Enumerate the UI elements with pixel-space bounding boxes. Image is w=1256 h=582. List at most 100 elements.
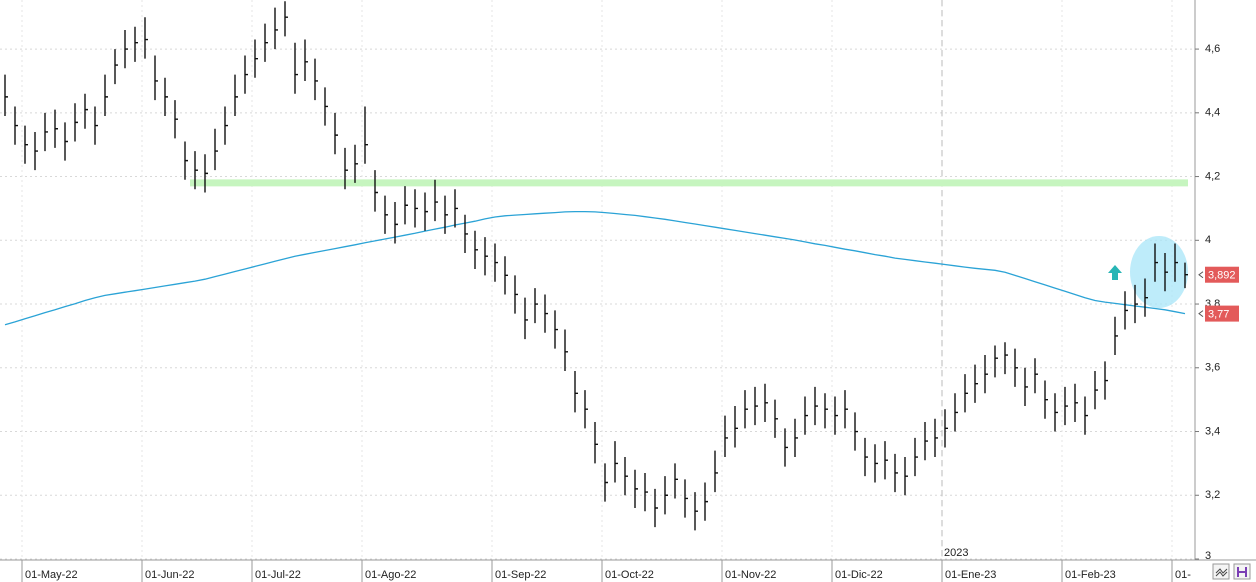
price-bar	[284, 1, 288, 37]
x-tick-label: 01-Oct-22	[605, 569, 654, 581]
x-tick-label: 01-May-22	[25, 569, 78, 581]
up-arrow	[1108, 265, 1122, 280]
price-bar	[694, 492, 698, 531]
price-bar	[1144, 278, 1148, 317]
price-bar	[704, 482, 708, 521]
price-bar	[874, 444, 878, 483]
y-tick-label: 4,6	[1205, 43, 1220, 55]
price-bar	[734, 406, 738, 448]
price-bar	[244, 55, 248, 94]
year-label: 2023	[944, 547, 968, 559]
price-bar	[804, 396, 808, 435]
price-bar	[884, 441, 888, 480]
price-bar	[254, 39, 258, 78]
price-pointer	[1198, 310, 1204, 318]
x-tick-label: 01-Jun-22	[145, 569, 195, 581]
price-bar	[234, 74, 238, 117]
price-bar	[184, 141, 188, 180]
y-tick-label: 3,4	[1205, 425, 1220, 437]
price-bar	[1124, 291, 1128, 330]
price-bar	[354, 144, 358, 183]
price-bar	[1054, 393, 1058, 432]
price-bar	[64, 122, 68, 161]
y-tick-label: 4,4	[1205, 107, 1220, 119]
price-bar	[224, 106, 228, 145]
price-bar	[544, 294, 548, 333]
price-bar	[834, 396, 838, 435]
price-bar	[1014, 348, 1018, 387]
price-bar	[924, 421, 928, 461]
x-tick-label: 01-Sep-22	[495, 569, 546, 581]
price-bar	[1074, 383, 1078, 422]
price-bar	[174, 100, 178, 139]
y-tick-label: 4	[1205, 234, 1211, 246]
price-bar	[624, 457, 628, 496]
price-bar	[424, 192, 428, 231]
price-bar	[484, 237, 488, 276]
price-bar	[794, 418, 798, 458]
price-bar	[314, 58, 318, 101]
y-tick-label: 4,2	[1205, 170, 1220, 182]
price-bar	[1174, 243, 1178, 282]
price-bar	[84, 93, 88, 129]
price-bar	[644, 472, 648, 512]
price-bar	[1034, 358, 1038, 394]
price-bar	[534, 288, 538, 324]
x-tick-label: 01-Ago-22	[365, 569, 416, 581]
price-bar	[384, 195, 388, 234]
price-bar	[374, 170, 378, 212]
price-bar	[744, 390, 748, 429]
price-bar	[864, 437, 868, 477]
price-bar	[774, 399, 778, 438]
scale-button[interactable]	[1212, 563, 1230, 580]
price-bar	[54, 109, 58, 148]
price-bar	[904, 457, 908, 496]
price-bar	[674, 463, 678, 499]
price-bar	[1154, 243, 1158, 282]
price-bar	[114, 49, 118, 85]
price-bar	[964, 374, 968, 413]
price-bar	[954, 393, 958, 432]
price-bar	[1064, 386, 1068, 426]
price-bar	[274, 7, 278, 50]
price-bar	[474, 230, 478, 269]
price-bar	[814, 386, 818, 426]
price-bar	[784, 428, 788, 467]
price-bar	[1084, 396, 1088, 435]
home-icon	[1237, 567, 1247, 577]
y-tick-label: 3,6	[1205, 362, 1220, 374]
price-bar	[214, 128, 218, 171]
price-marker-label: 3,77	[1208, 309, 1229, 321]
price-bar	[1004, 342, 1008, 375]
x-tick-label: 01-Feb-23	[1065, 569, 1116, 581]
price-bar	[454, 189, 458, 228]
y-tick-label: 3	[1205, 550, 1211, 562]
price-bar	[1134, 284, 1138, 324]
price-bar	[914, 437, 918, 477]
price-bar	[994, 345, 998, 378]
price-bar	[104, 74, 108, 117]
x-tick-label: 01-Nov-22	[725, 569, 776, 581]
price-bar	[984, 355, 988, 394]
price-bar	[364, 106, 368, 164]
price-bar	[974, 364, 978, 403]
price-bar	[294, 42, 298, 94]
price-bar	[324, 87, 328, 126]
price-bar	[854, 412, 858, 451]
price-bar	[504, 256, 508, 295]
scale-icon	[1215, 568, 1228, 577]
price-bar	[634, 469, 638, 509]
x-tick-label: 01-Ene-23	[945, 569, 996, 581]
price-bar	[134, 26, 138, 62]
price-bar	[654, 488, 658, 528]
price-bar	[304, 39, 308, 81]
price-bar	[44, 112, 48, 152]
price-bar	[564, 329, 568, 371]
price-bar	[164, 77, 168, 117]
price-bar	[264, 23, 268, 62]
price-bar	[944, 409, 948, 448]
price-pointer	[1198, 271, 1204, 279]
price-bar	[664, 476, 668, 515]
price-bar	[714, 450, 718, 493]
